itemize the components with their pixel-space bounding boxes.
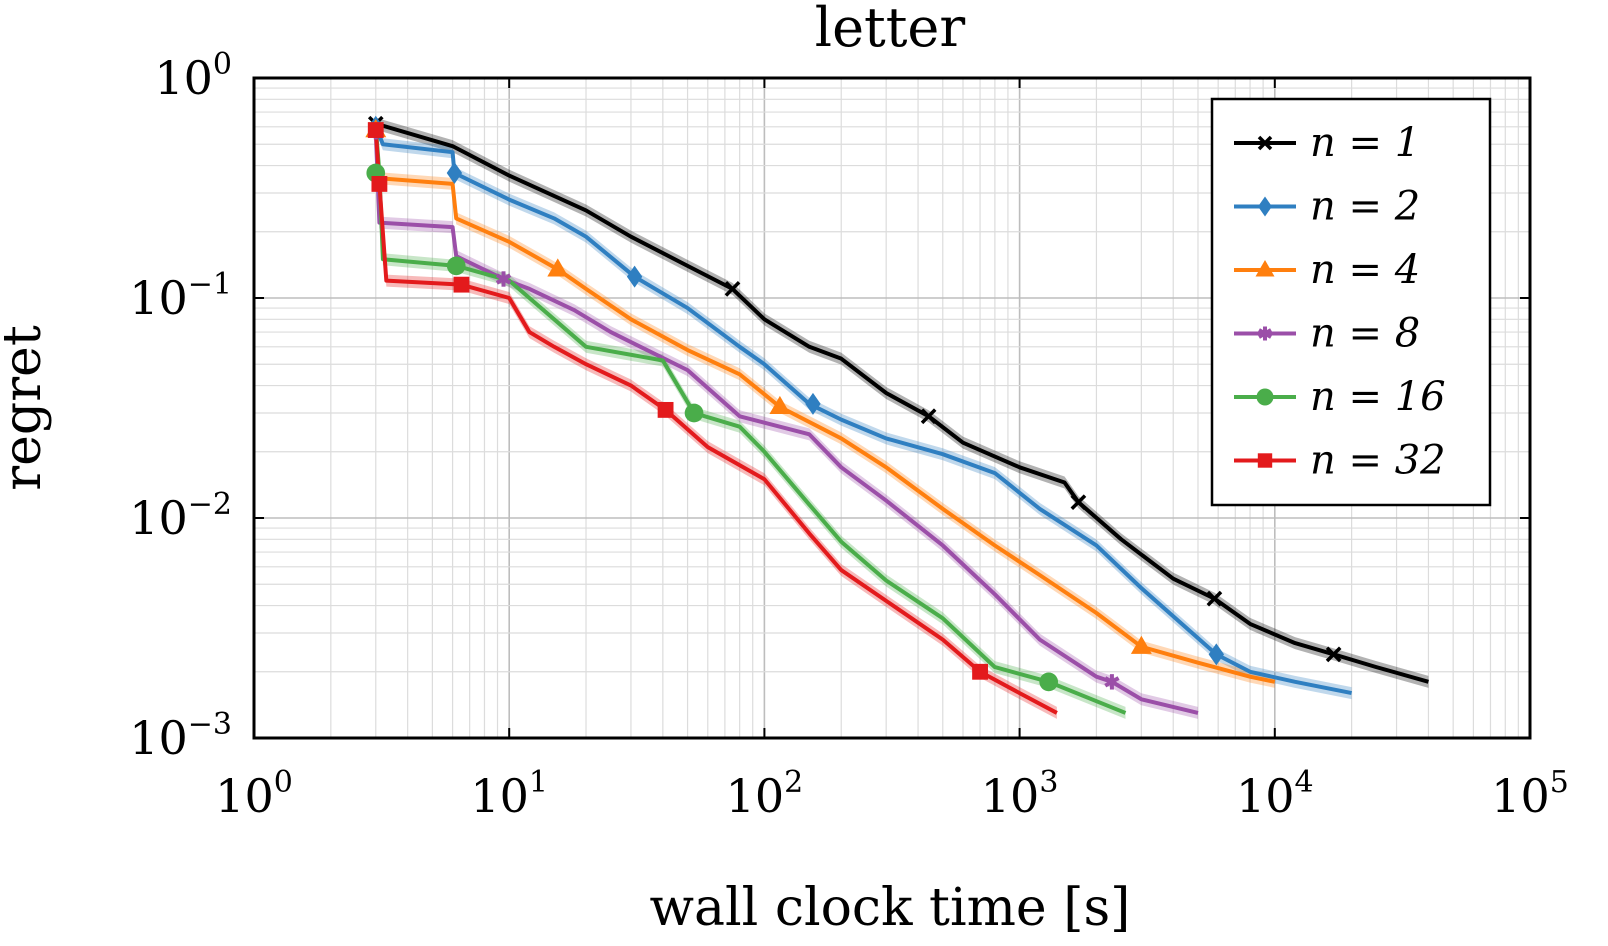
legend-box [1210,97,1492,507]
x-tick-label: 102 [726,765,804,823]
x-tick-base: 10 [215,769,274,823]
data-point [1130,635,1152,654]
data-point [972,663,988,680]
data-point [495,271,512,287]
x-tick-exponent: 1 [529,765,548,800]
marker-stroke [1325,646,1342,663]
data-point [453,276,470,293]
x-tick-exponent: 5 [1550,765,1569,800]
data-point [1070,494,1087,511]
y-tick-label: 10−1 [129,267,232,325]
x-tick-label: 101 [470,765,548,823]
x-tick-label: 100 [215,765,293,823]
marker-stroke [724,281,741,297]
x-tick-exponent: 0 [274,765,293,800]
marker-stroke [495,273,512,285]
data-point [1104,674,1120,690]
legend-label: n = 2 [1310,184,1420,230]
data-point [1208,643,1225,666]
x-tick-exponent: 2 [784,765,803,800]
x-tick-exponent: 4 [1295,765,1314,800]
legend-marker [1256,388,1274,406]
legend-label: n = 4 [1310,247,1420,293]
x-tick-label: 104 [1236,765,1314,823]
data-point [724,281,741,297]
legend-entry: n = 4 [1234,247,1420,293]
legend-marker [1257,135,1273,151]
marker-stroke [1257,328,1273,339]
marker-stroke [920,408,937,425]
legend-label: n = 16 [1310,374,1446,420]
data-point [1325,646,1342,663]
legend-entry: n = 2 [1234,184,1420,230]
confidence-band [375,125,1198,719]
legend-entry: n = 32 [1234,438,1446,484]
marker-layer [365,115,1342,692]
y-tick-base: 10 [129,491,188,545]
y-tick-label: 10−2 [129,487,232,545]
data-point [371,176,388,192]
data-point [446,256,466,276]
legend-label: n = 8 [1310,311,1420,357]
legend-entry: n = 1 [1234,120,1420,166]
marker-stroke [1104,676,1120,688]
series-line [373,131,1199,715]
legend-label: n = 1 [1310,120,1420,166]
data-point [769,395,791,415]
y-tick-base: 10 [129,711,188,765]
marker-stroke [1206,590,1223,607]
x-tick-base: 10 [1236,769,1295,823]
series-line [373,126,1353,696]
data-point [446,161,463,184]
x-tick-exponent: 3 [1039,765,1058,800]
x-tick-label: 105 [1491,765,1569,823]
y-tick-exponent: −1 [188,267,232,302]
y-axis-label: regret [0,325,53,491]
x-tick-base: 10 [981,769,1040,823]
data-point [920,408,937,425]
x-tick-base: 10 [1491,769,1550,823]
data-point [684,403,704,423]
legend-marker [1258,196,1272,217]
y-tick-exponent: −3 [188,707,232,742]
y-tick-label: 10−3 [129,707,232,765]
x-axis-label: wall clock time [s] [650,878,1131,938]
legend-label: n = 32 [1310,438,1446,484]
data-point [657,401,674,418]
legend-marker [1257,453,1273,468]
data-point [805,392,821,415]
confidence-band [375,120,1352,700]
x-tick-base: 10 [726,769,785,823]
chart-title: letter [815,0,966,59]
data-point [1206,590,1223,607]
y-tick-base: 10 [129,271,188,325]
y-tick-exponent: −2 [188,487,232,522]
legend-marker [1255,260,1275,277]
legend: n = 1 n = 2 n = 4 n = 8 n = 16 n = 32 [1210,97,1492,507]
plot-frame [252,76,1532,740]
data-point [547,258,569,277]
data-point [367,122,384,138]
y-tick-base: 10 [154,51,213,105]
data-point [1039,672,1059,692]
legend-entry: n = 16 [1234,374,1446,420]
marker-stroke [1070,494,1087,511]
data-point [626,265,643,288]
series-line [375,121,1429,684]
legend-entry: n = 8 [1234,311,1420,357]
y-tick-exponent: 0 [213,47,232,82]
legend-marker [1257,326,1273,341]
x-tick-base: 10 [470,769,529,823]
x-tick-label: 103 [981,765,1059,823]
series-line [373,126,1127,715]
y-tick-label: 100 [154,47,232,105]
marker-stroke [1257,135,1273,151]
